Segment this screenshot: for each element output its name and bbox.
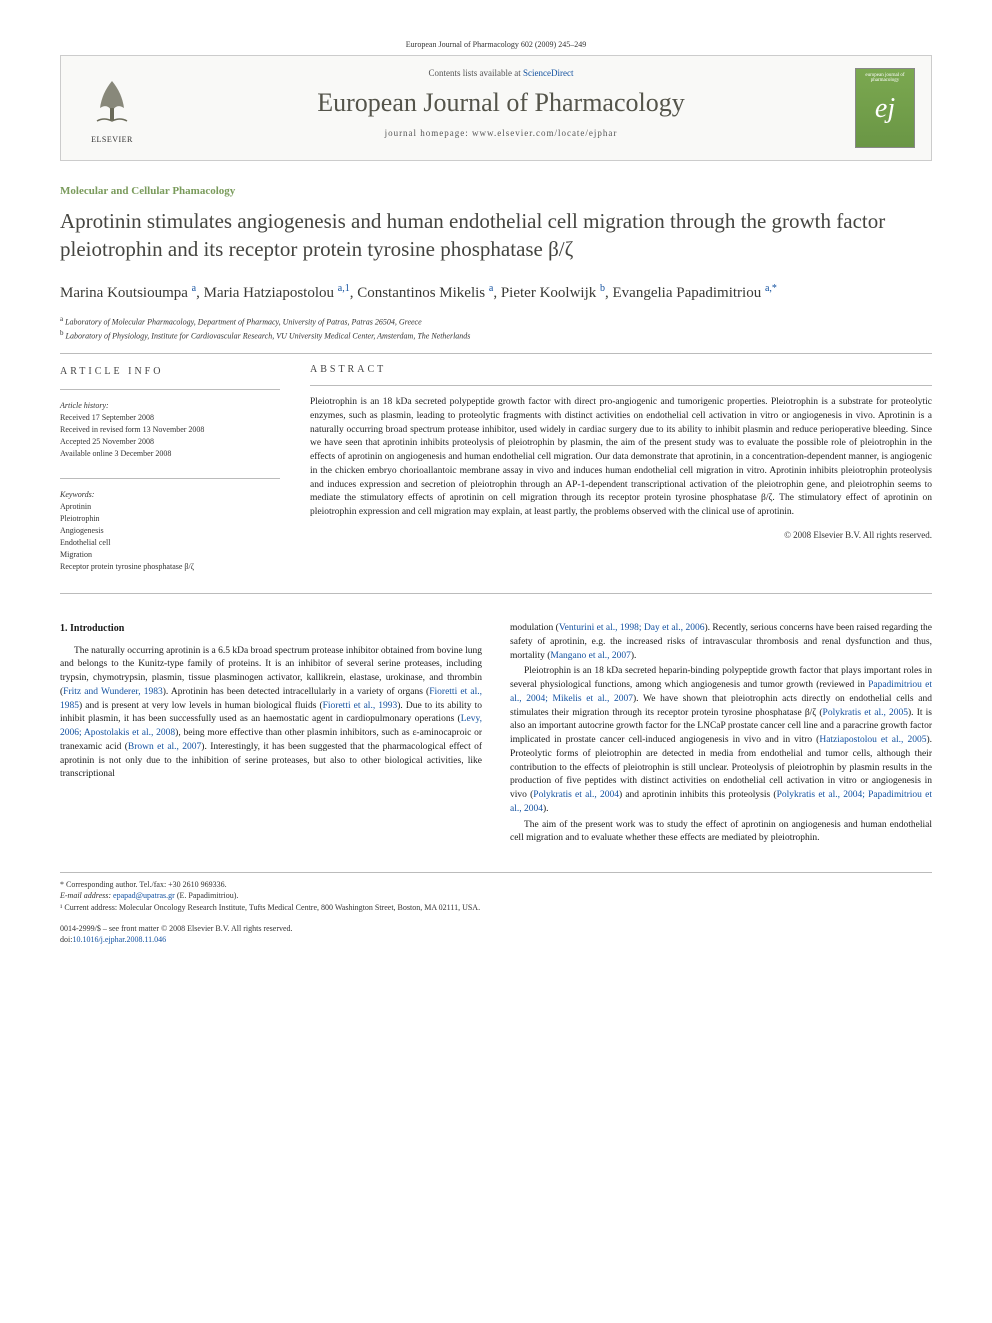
abstract-heading: ABSTRACT — [310, 364, 932, 375]
homepage-prefix: journal homepage: — [385, 128, 472, 138]
cover-title: european journal of pharmacology — [860, 73, 910, 83]
running-header: European Journal of Pharmacology 602 (20… — [60, 40, 932, 49]
journal-name: European Journal of Pharmacology — [167, 88, 835, 118]
article-info: ARTICLE INFO Article history: Received 1… — [60, 364, 280, 573]
header-center: Contents lists available at ScienceDirec… — [147, 68, 855, 138]
footer-left: 0014-2999/$ – see front matter © 2008 El… — [60, 923, 293, 945]
corresponding-author: * Corresponding author. Tel./fax: +30 26… — [60, 879, 932, 890]
article-info-heading: ARTICLE INFO — [60, 364, 280, 379]
elsevier-label: ELSEVIER — [91, 135, 133, 144]
email-link[interactable]: epapad@upatras.gr — [113, 891, 175, 900]
section-label: Molecular and Cellular Phamacology — [60, 185, 932, 197]
keyword: Angiogenesis — [60, 525, 280, 537]
info-abstract-row: ARTICLE INFO Article history: Received 1… — [60, 364, 932, 573]
affiliations: a Laboratory of Molecular Pharmacology, … — [60, 314, 932, 343]
email-line: E-mail address: epapad@upatras.gr (E. Pa… — [60, 890, 932, 901]
contents-prefix: Contents lists available at — [429, 68, 523, 78]
keywords-block: Keywords: Aprotinin Pleiotrophin Angioge… — [60, 478, 280, 573]
doi-link[interactable]: 10.1016/j.ejphar.2008.11.046 — [72, 935, 166, 944]
intro-paragraph: The naturally occurring aprotinin is a 6… — [60, 645, 482, 783]
intro-heading: 1. Introduction — [60, 622, 482, 637]
keyword: Receptor protein tyrosine phosphatase β/… — [60, 561, 280, 573]
doi-label: doi: — [60, 935, 72, 944]
body-column-left: 1. Introduction The naturally occurring … — [60, 622, 482, 848]
affiliation-b: b Laboratory of Physiology, Institute fo… — [60, 328, 932, 343]
body-column-right: modulation (Venturini et al., 1998; Day … — [510, 622, 932, 848]
history-online: Available online 3 December 2008 — [60, 448, 280, 460]
doi-line: doi:10.1016/j.ejphar.2008.11.046 — [60, 934, 293, 945]
abstract-text: Pleiotrophin is an 18 kDa secreted polyp… — [310, 396, 932, 520]
sciencedirect-link[interactable]: ScienceDirect — [523, 68, 573, 78]
journal-cover-thumbnail: european journal of pharmacology ej — [855, 68, 915, 148]
intro-paragraph: The aim of the present work was to study… — [510, 819, 932, 847]
homepage-url[interactable]: www.elsevier.com/locate/ejphar — [472, 128, 617, 138]
footnote-address: ¹ Current address: Molecular Oncology Re… — [60, 902, 932, 913]
footer-bottom: 0014-2999/$ – see front matter © 2008 El… — [60, 923, 932, 945]
intro-paragraph: modulation (Venturini et al., 1998; Day … — [510, 622, 932, 663]
keyword: Pleiotrophin — [60, 513, 280, 525]
email-label: E-mail address: — [60, 891, 113, 900]
email-name: (E. Papadimitriou). — [175, 891, 239, 900]
divider — [60, 353, 932, 354]
keywords-label: Keywords: — [60, 489, 280, 501]
history-revised: Received in revised form 13 November 200… — [60, 424, 280, 436]
divider — [60, 593, 932, 594]
contents-available: Contents lists available at ScienceDirec… — [167, 68, 835, 78]
cover-logo: ej — [875, 93, 895, 125]
elsevier-tree-icon — [82, 73, 142, 133]
history-accepted: Accepted 25 November 2008 — [60, 436, 280, 448]
keyword: Migration — [60, 549, 280, 561]
article-title: Aprotinin stimulates angiogenesis and hu… — [60, 207, 932, 264]
front-matter: 0014-2999/$ – see front matter © 2008 El… — [60, 923, 293, 934]
journal-homepage: journal homepage: www.elsevier.com/locat… — [167, 128, 835, 138]
abstract-column: ABSTRACT Pleiotrophin is an 18 kDa secre… — [310, 364, 932, 573]
body-columns: 1. Introduction The naturally occurring … — [60, 622, 932, 848]
author-list: Marina Koutsioumpa a, Maria Hatziapostol… — [60, 282, 932, 304]
intro-paragraph: Pleiotrophin is an 18 kDa secreted hepar… — [510, 665, 932, 816]
affiliation-a: a Laboratory of Molecular Pharmacology, … — [60, 314, 932, 329]
history-received: Received 17 September 2008 — [60, 412, 280, 424]
journal-header: ELSEVIER Contents lists available at Sci… — [60, 55, 932, 161]
history-label: Article history: — [60, 400, 280, 412]
elsevier-logo: ELSEVIER — [77, 68, 147, 148]
footer: * Corresponding author. Tel./fax: +30 26… — [60, 872, 932, 945]
copyright-line: © 2008 Elsevier B.V. All rights reserved… — [310, 530, 932, 540]
keyword: Endothelial cell — [60, 537, 280, 549]
keyword: Aprotinin — [60, 501, 280, 513]
